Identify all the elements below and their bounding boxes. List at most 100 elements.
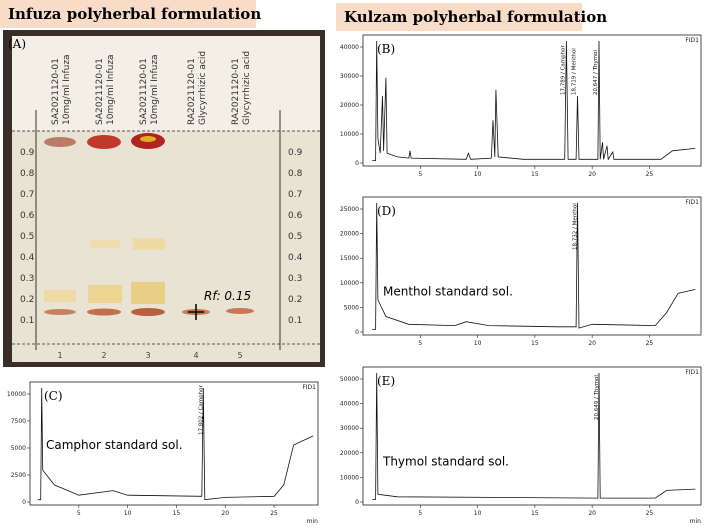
lane-id: SA2021120-01 (51, 58, 61, 125)
trace (372, 202, 696, 330)
band (87, 308, 121, 316)
rf-tick-label: 0.4 (20, 253, 35, 263)
bands (44, 133, 254, 320)
lane-id: RA2021120-01 (187, 58, 197, 125)
plot-frame (362, 366, 702, 506)
detector: FID1 (685, 369, 699, 376)
rf-tick-label: 0.9 (288, 148, 303, 158)
x-tick-label: 20 (588, 340, 596, 347)
x-unit: min (690, 518, 702, 525)
caption: Thymol standard sol. (382, 454, 509, 468)
y-tick-label: 0 (355, 329, 359, 336)
y-tick-label: 10000 (340, 474, 359, 481)
x-tick-label: 25 (646, 340, 654, 347)
panel-label: (C) (44, 389, 63, 403)
y-tick-label: 15000 (340, 255, 359, 262)
y-tick-label: 20000 (340, 231, 359, 238)
band (133, 238, 165, 250)
band (140, 136, 156, 142)
y-tick-label: 10000 (340, 280, 359, 287)
rf-tick-label: 0.1 (20, 316, 34, 326)
x-tick-label: 5 (418, 171, 422, 178)
band (44, 137, 76, 147)
rf-annotation: Rf: 0.15 (204, 289, 251, 303)
chromatogram: 0 10000 20000 30000 40000 50000 5 10 15 20 25 min FI… (340, 366, 702, 525)
rf-tick-label: 0.6 (20, 211, 35, 221)
x-tick-label: 5 (418, 340, 422, 347)
detector: FID1 (302, 384, 316, 391)
x-tick-label: 10 (474, 340, 482, 347)
y-tick-label: 7500 (11, 418, 26, 425)
plot-frame (362, 34, 702, 167)
y-tick-label: 2500 (11, 472, 26, 479)
panel-label: (B) (377, 42, 395, 56)
y-tick-label: 0 (22, 499, 26, 506)
rf-tick-label: 0.6 (288, 211, 303, 221)
lane-number: 3 (145, 351, 150, 360)
y-tick-label: 30000 (340, 425, 359, 432)
x-tick-label: 20 (588, 171, 596, 178)
band (44, 290, 76, 302)
rf-tick-label: 0.3 (20, 274, 34, 284)
x-tick-label: 10 (474, 171, 482, 178)
x-tick-label: 5 (77, 510, 81, 517)
rf-marker (188, 304, 204, 320)
trace (372, 40, 696, 161)
chromatogram: 0 10000 20000 30000 40000 5 10 15 20 25 FID1 (B) 17,… (340, 34, 702, 178)
lane-number: 4 (193, 351, 198, 360)
lane-id: RA2021120-01 (231, 58, 241, 125)
band (131, 308, 165, 316)
panel-label: (D) (377, 204, 396, 218)
y-tick-label: 40000 (340, 44, 359, 51)
rf-tick-label: 0.7 (20, 190, 34, 200)
y-tick-label: 40000 (340, 401, 359, 408)
x-tick-label: 10 (474, 510, 482, 517)
y-tick-label: 5000 (344, 304, 359, 311)
caption: Camphor standard sol. (46, 438, 183, 452)
peak-label: 18,719 / Menthol (571, 48, 577, 95)
x-tick-label: 25 (646, 171, 654, 178)
peak-label: 20,647 / Thymol (593, 50, 599, 95)
band (131, 282, 165, 304)
y-tick-label: 30000 (340, 73, 359, 80)
chromatogram: 0 5000 10000 15000 20000 25000 5 10 15 20 25 FID1 (D… (340, 196, 702, 347)
x-tick-label: 15 (531, 171, 539, 178)
x-tick-label: 25 (646, 510, 654, 517)
y-tick-label: 50000 (340, 376, 359, 383)
trace (372, 372, 696, 500)
x-tick-label: 20 (221, 510, 229, 517)
rf-tick-label: 0.2 (288, 295, 302, 305)
lane-sample: Glycyrrhizic acid (198, 51, 208, 125)
lane-sample: 10mg/ml Infuza (62, 54, 72, 125)
peak-label: 18,732 / Menthol (572, 203, 578, 250)
plot-frame (29, 381, 319, 506)
y-tick-label: 25000 (340, 206, 359, 213)
rf-tick-label: 0.5 (288, 232, 302, 242)
plate-top (12, 36, 320, 131)
band (226, 308, 254, 314)
lane-number: 1 (57, 351, 62, 360)
rf-tick-label: 0.4 (288, 253, 303, 263)
rf-tick-label: 0.7 (288, 190, 302, 200)
panel-label: (A) (8, 37, 26, 51)
detector: FID1 (685, 199, 699, 206)
x-tick-label: 20 (588, 510, 596, 517)
title: Kulzam polyherbal formulation (344, 8, 607, 26)
lane-number: 5 (237, 351, 242, 360)
y-tick-label: 20000 (340, 102, 359, 109)
chromatogram: 0 2500 5000 7500 10000 5 10 15 20 25 min FID1 (C) Cam… (7, 381, 319, 525)
title-box (336, 3, 582, 31)
band (87, 135, 121, 149)
y-tick-label: 0 (355, 160, 359, 167)
lane-number: 2 (101, 351, 106, 360)
x-tick-label: 25 (270, 510, 278, 517)
peak-label: 20,649 / Thymol (594, 375, 600, 420)
plot-frame (362, 196, 702, 336)
band (90, 240, 120, 248)
lane-id: SA2021120-01 (139, 58, 149, 125)
lane-sample: 10mg/ml Infuza (150, 54, 160, 125)
peak-label: 17,802 / Camphor (198, 384, 204, 435)
rf-tick-label: 0.8 (20, 169, 35, 179)
y-tick-label: 5000 (11, 445, 26, 452)
